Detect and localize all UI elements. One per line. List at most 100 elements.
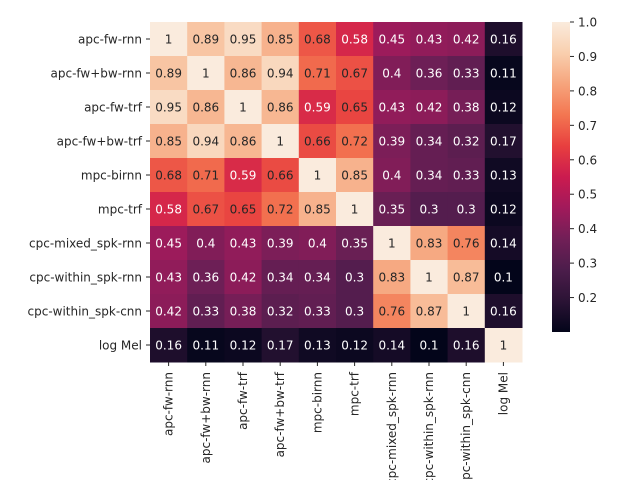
heatmap-cell-8-9 — [484, 294, 523, 329]
cell-value-label: 0.4 — [382, 67, 401, 81]
cell-value-label: 0.39 — [378, 135, 405, 149]
cell-value-label: 0.67 — [192, 203, 219, 217]
heatmap-cell-3-5 — [336, 124, 374, 159]
heatmap-cell-3-8 — [447, 124, 486, 159]
cell-value-label: 0.58 — [341, 33, 368, 47]
heatmap-cell-4-3 — [261, 158, 300, 193]
cell-value-label: 0.33 — [192, 305, 219, 319]
cell-value-label: 0.1 — [419, 339, 438, 353]
cell-value-label: 0.66 — [304, 135, 331, 149]
heatmap-cell-5-8 — [447, 192, 486, 227]
row-labels: apc-fw-rnn apc-fw+bw-rnn apc-fw-trf apc-fw+… — [28, 33, 150, 353]
x-tick-label: apc-fw-trf — [236, 371, 250, 430]
cell-value-label: 0.86 — [192, 101, 219, 115]
cell-value-label: 1 — [388, 237, 396, 251]
colorbar-tick-label: 0.8 — [578, 84, 597, 98]
heatmap-cell-4-9 — [484, 158, 523, 193]
cell-value-label: 0.58 — [155, 203, 182, 217]
cell-value-label: 0.34 — [267, 271, 294, 285]
cell-value-label: 1 — [165, 33, 173, 47]
cell-value-label: 0.12 — [230, 339, 257, 353]
cell-value-label: 0.71 — [304, 67, 331, 81]
heatmap-cell-3-6 — [373, 124, 411, 159]
heatmap-cell-3-0 — [150, 124, 188, 159]
heatmap-cell-8-7 — [410, 294, 449, 329]
cell-value-label: 0.45 — [155, 237, 182, 251]
colorbar: 0.2 0.3 0.4 0.5 0.6 0.7 0.8 0.9 1.0 — [552, 16, 597, 332]
cell-value-label: 0.4 — [382, 169, 401, 183]
heatmap-cell-8-3 — [261, 294, 300, 329]
cell-value-label: 0.66 — [267, 169, 294, 183]
heatmap-cell-5-1 — [187, 192, 225, 227]
x-tick-label: apc-fw-rnn — [162, 372, 176, 436]
heatmap-cell-2-0 — [150, 90, 188, 125]
cell-value-label: 0.43 — [155, 271, 182, 285]
cell-value-label: 0.89 — [192, 33, 219, 47]
cell-value-label: 1 — [500, 339, 508, 353]
cell-value-label: 0.71 — [192, 169, 219, 183]
x-tick-label: cpc-within_spk-rnn — [422, 372, 436, 480]
heatmap-cell-2-6 — [373, 90, 411, 125]
cell-value-label: 0.33 — [453, 67, 480, 81]
cell-value-label: 0.11 — [490, 67, 517, 81]
cell-value-label: 0.13 — [490, 169, 517, 183]
heatmap-cell-1-2 — [224, 56, 263, 91]
cell-value-label: 0.16 — [490, 305, 517, 319]
heatmap-cell-9-2 — [224, 328, 263, 363]
heatmap-cell-1-1 — [187, 56, 225, 91]
heatmap-cell-9-4 — [298, 328, 337, 363]
x-tick-label: apc-fw+bw-trf — [273, 371, 287, 457]
heatmap-cell-3-2 — [224, 124, 263, 159]
cell-value-label: 0.38 — [453, 101, 480, 115]
cell-value-label: 0.76 — [378, 305, 405, 319]
cell-value-label: 0.68 — [304, 33, 331, 47]
cell-value-label: 0.14 — [378, 339, 405, 353]
heatmap-cell-6-9 — [484, 226, 523, 261]
cell-value-label: 1 — [351, 203, 359, 217]
colorbar-gradient — [552, 22, 570, 332]
heatmap-cell-1-5 — [336, 56, 374, 91]
cell-value-label: 0.65 — [230, 203, 257, 217]
heatmap-cell-1-0 — [150, 56, 188, 91]
cell-value-label: 0.4 — [196, 237, 215, 251]
colorbar-tick-label: 0.3 — [578, 257, 597, 271]
heatmap-cell-9-7 — [410, 328, 449, 363]
heatmap-cell-7-7 — [410, 260, 449, 295]
heatmap-cell-5-2 — [224, 192, 263, 227]
heatmap-cell-7-6 — [373, 260, 411, 295]
cell-value-label: 0.86 — [267, 101, 294, 115]
heatmap-cell-6-0 — [150, 226, 188, 261]
cell-value-label: 0.94 — [267, 67, 294, 81]
heatmap-cell-6-5 — [336, 226, 374, 261]
heatmap-cell-1-8 — [447, 56, 486, 91]
heatmap-cell-2-8 — [447, 90, 486, 125]
heatmap-cell-8-0 — [150, 294, 188, 329]
cell-value-label: 0.76 — [453, 237, 480, 251]
cell-value-label: 0.14 — [490, 237, 517, 251]
heatmap-cell-6-3 — [261, 226, 300, 261]
cell-value-label: 0.42 — [230, 271, 257, 285]
heatmap-cell-2-7 — [410, 90, 449, 125]
heatmap-cell-2-1 — [187, 90, 225, 125]
heatmap-cell-6-4 — [298, 226, 337, 261]
heatmap-cell-labels: 1 0.89 0.95 0.85 0.68 0.58 0.45 0.43 0.42 0.16 0.8… — [155, 33, 517, 353]
heatmap-cell-8-4 — [298, 294, 337, 329]
cell-value-label: 0.65 — [341, 101, 368, 115]
cell-value-label: 0.36 — [416, 67, 443, 81]
heatmap-cell-4-1 — [187, 158, 225, 193]
heatmap-cell-7-1 — [187, 260, 225, 295]
heatmap-cell-4-5 — [336, 158, 374, 193]
cell-value-label: 0.38 — [230, 305, 257, 319]
heatmap-cell-2-4 — [298, 90, 337, 125]
cell-value-label: 0.89 — [155, 67, 182, 81]
heatmap-cell-9-8 — [447, 328, 486, 363]
heatmap-cell-2-2 — [224, 90, 263, 125]
cell-value-label: 0.42 — [453, 33, 480, 47]
heatmap-cell-0-5 — [336, 22, 374, 57]
cell-value-label: 0.1 — [494, 271, 513, 285]
cell-value-label: 0.3 — [345, 271, 364, 285]
cell-value-label: 1 — [239, 101, 247, 115]
cell-value-label: 0.59 — [230, 169, 257, 183]
heatmap-cell-3-4 — [298, 124, 337, 159]
cell-value-label: 0.85 — [341, 169, 368, 183]
